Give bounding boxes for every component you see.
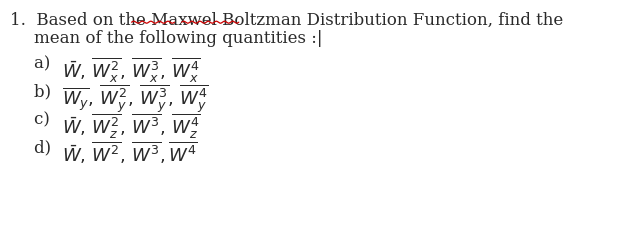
Text: $\overline{W_y},\,\overline{W_y^{2}},\,\overline{W_y^{3}},\,\overline{W_y^{4}}$: $\overline{W_y},\,\overline{W_y^{2}},\,\… [62,83,209,115]
Text: $\bar{W},\,\overline{W_z^{2}},\,\overline{W^3},\,\overline{W_z^{4}}$: $\bar{W},\,\overline{W_z^{2}},\,\overlin… [62,111,201,140]
Text: b): b) [34,83,56,100]
Text: $\bar{W},\,\overline{W_x^{2}},\,\overline{W_x^{3}},\,\overline{W_x^{4}}$: $\bar{W},\,\overline{W_x^{2}},\,\overlin… [62,55,201,84]
Text: 1.  Based on the Maxwel Boltzman Distribution Function, find the: 1. Based on the Maxwel Boltzman Distribu… [10,12,563,29]
Text: mean of the following quantities :|: mean of the following quantities :| [34,30,323,47]
Text: d): d) [34,139,56,156]
Text: $\bar{W},\,\overline{W^2},\,\overline{W^3},\overline{W^4}$: $\bar{W},\,\overline{W^2},\,\overline{W^… [62,139,198,166]
Text: a): a) [34,55,56,72]
Text: c): c) [34,111,55,128]
